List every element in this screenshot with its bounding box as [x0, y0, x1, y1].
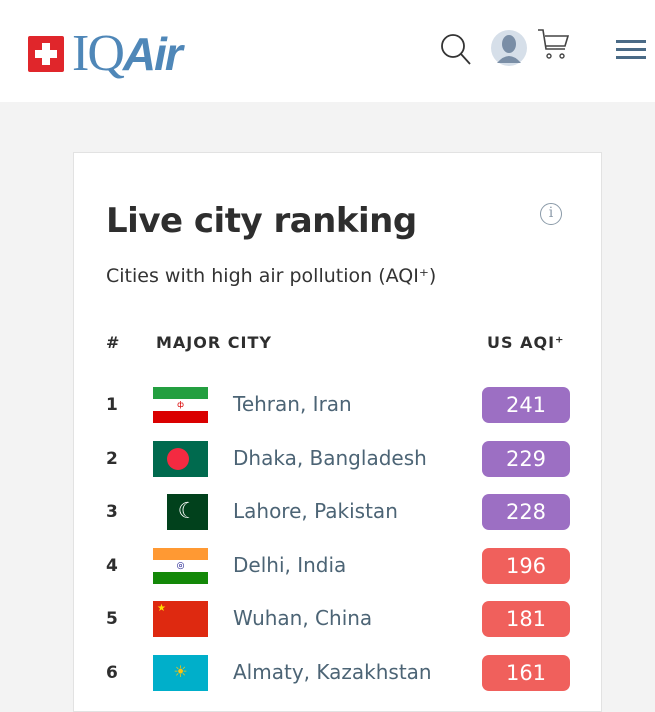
- city-name-link[interactable]: Lahore, Pakistan: [233, 499, 398, 524]
- live-city-ranking-card: Live city ranking i Cities with high air…: [73, 152, 602, 712]
- flag-pakistan-icon: ☾: [153, 494, 208, 531]
- city-name-link[interactable]: Dhaka, Bangladesh: [233, 445, 427, 470]
- rank-number: 5: [106, 609, 118, 630]
- iqair-logo[interactable]: IQAir: [28, 25, 183, 82]
- city-row[interactable]: 4 ◎ Delhi, India 196: [74, 546, 603, 586]
- search-icon[interactable]: [440, 33, 472, 67]
- card-title: Live city ranking: [106, 201, 417, 241]
- aqi-badge: 161: [482, 655, 570, 691]
- site-header: IQAir: [0, 0, 655, 102]
- aqi-badge: 241: [482, 387, 570, 423]
- city-name-link[interactable]: Tehran, Iran: [233, 392, 352, 416]
- aqi-badge: 181: [482, 601, 570, 638]
- city-name-link[interactable]: Wuhan, China: [233, 606, 373, 631]
- info-icon[interactable]: i: [540, 203, 562, 225]
- menu-icon[interactable]: [616, 40, 646, 62]
- flag-india-icon: ◎: [153, 547, 208, 584]
- rank-number: 3: [106, 502, 118, 523]
- rank-number: 6: [106, 663, 118, 683]
- city-name-link[interactable]: Almaty, Kazakhstan: [233, 660, 432, 684]
- card-subtitle: Cities with high air pollution (AQI⁺): [106, 265, 437, 287]
- column-header-city: MAJOR CITY: [156, 333, 272, 352]
- logo-text: IQAir: [72, 25, 183, 82]
- aqi-badge: 229: [482, 440, 570, 477]
- column-header-rank: #: [106, 333, 121, 352]
- flag-china-icon: ★: [153, 601, 208, 638]
- aqi-badge: 196: [482, 547, 570, 584]
- rank-number: 4: [106, 555, 118, 576]
- city-row[interactable]: 1 ф Tehran, Iran 241: [74, 385, 603, 425]
- rank-number: 2: [106, 448, 118, 469]
- city-row[interactable]: 5 ★ Wuhan, China 181: [74, 599, 603, 639]
- cart-icon[interactable]: [536, 27, 570, 61]
- city-name-link[interactable]: Delhi, India: [233, 552, 347, 577]
- column-header-aqi: US AQI⁺: [487, 333, 565, 352]
- city-row[interactable]: 6 ☀ Almaty, Kazakhstan 161: [74, 653, 603, 693]
- flag-kazakhstan-icon: ☀: [153, 655, 208, 691]
- aqi-badge: 228: [482, 494, 570, 531]
- city-row[interactable]: 3 ☾ Lahore, Pakistan 228: [74, 492, 603, 532]
- swiss-cross-icon: [28, 36, 64, 72]
- rank-number: 1: [106, 395, 118, 415]
- user-avatar-icon[interactable]: [490, 29, 528, 67]
- flag-iran-icon: ф: [153, 387, 208, 423]
- flag-bangladesh-icon: [153, 440, 208, 477]
- city-row[interactable]: 2 Dhaka, Bangladesh 229: [74, 439, 603, 479]
